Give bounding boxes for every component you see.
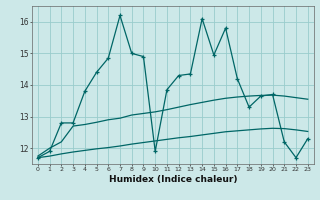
X-axis label: Humidex (Indice chaleur): Humidex (Indice chaleur) bbox=[108, 175, 237, 184]
